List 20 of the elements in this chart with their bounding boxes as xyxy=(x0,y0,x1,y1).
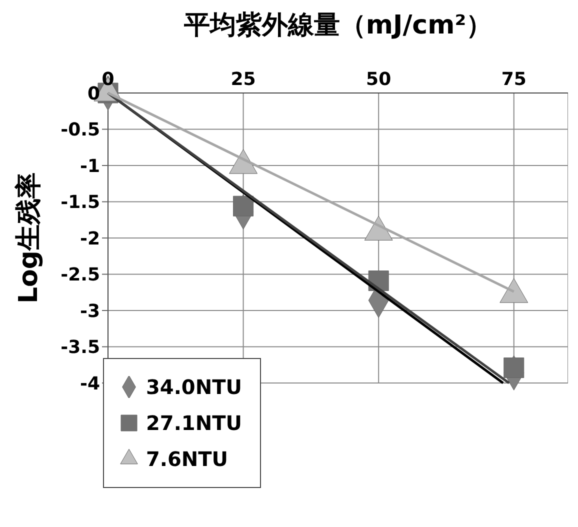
y-tick-label: 0 xyxy=(87,83,100,104)
y-tick-label: -1 xyxy=(80,156,100,177)
legend-label: 34.0NTU xyxy=(146,375,242,399)
y-tick-label: -4 xyxy=(80,373,100,394)
legend-label: 7.6NTU xyxy=(146,447,228,471)
y-tick-label: -1.5 xyxy=(60,192,100,214)
y-tick-label: -0.5 xyxy=(60,120,100,141)
y-tick-label: -3.5 xyxy=(60,337,100,358)
point xyxy=(504,358,524,378)
point xyxy=(233,196,254,216)
x-tick-label: 25 xyxy=(230,69,256,90)
x-tick-label: 75 xyxy=(501,69,526,90)
legend-label: 27.1NTU xyxy=(146,411,242,435)
x-axis-title: 平均紫外線量（mJ/cm²） xyxy=(182,10,492,40)
x-tick-label: 50 xyxy=(366,69,392,90)
y-tick-label: -2 xyxy=(80,228,100,250)
y-tick-label: -3 xyxy=(80,300,100,322)
y-tick-label: -2.5 xyxy=(60,264,100,286)
y-axis-title: Log生残率 xyxy=(14,172,44,304)
x-tick-label: 0 xyxy=(102,69,114,90)
